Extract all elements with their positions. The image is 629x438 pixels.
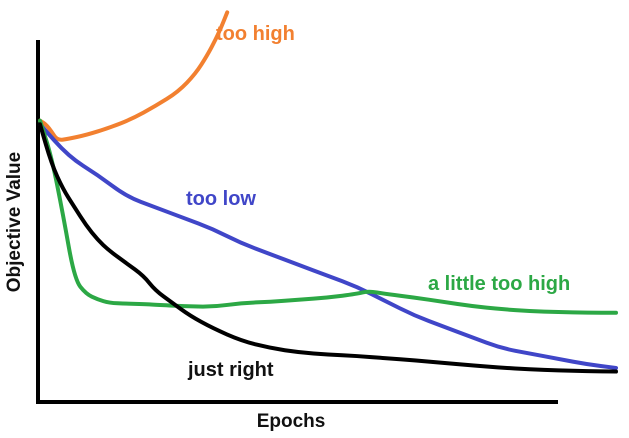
axes [36, 40, 558, 404]
series-label-a-little-too-high: a little too high [428, 273, 570, 295]
series-line-just-right [38, 122, 618, 374]
y-axis-label: Objective Value [4, 152, 25, 292]
series-label-too-high: too high [216, 23, 295, 45]
series-lines [38, 10, 618, 374]
series-line-too-low [38, 122, 618, 370]
series-label-just-right: just right [187, 359, 274, 381]
series-line-too-high [38, 10, 230, 142]
series-line-a-little-too-high [38, 118, 618, 315]
series-labels: too high too low a little too high just … [186, 23, 570, 381]
series-label-too-low: too low [186, 188, 256, 210]
x-axis-label: Epochs [257, 411, 326, 432]
